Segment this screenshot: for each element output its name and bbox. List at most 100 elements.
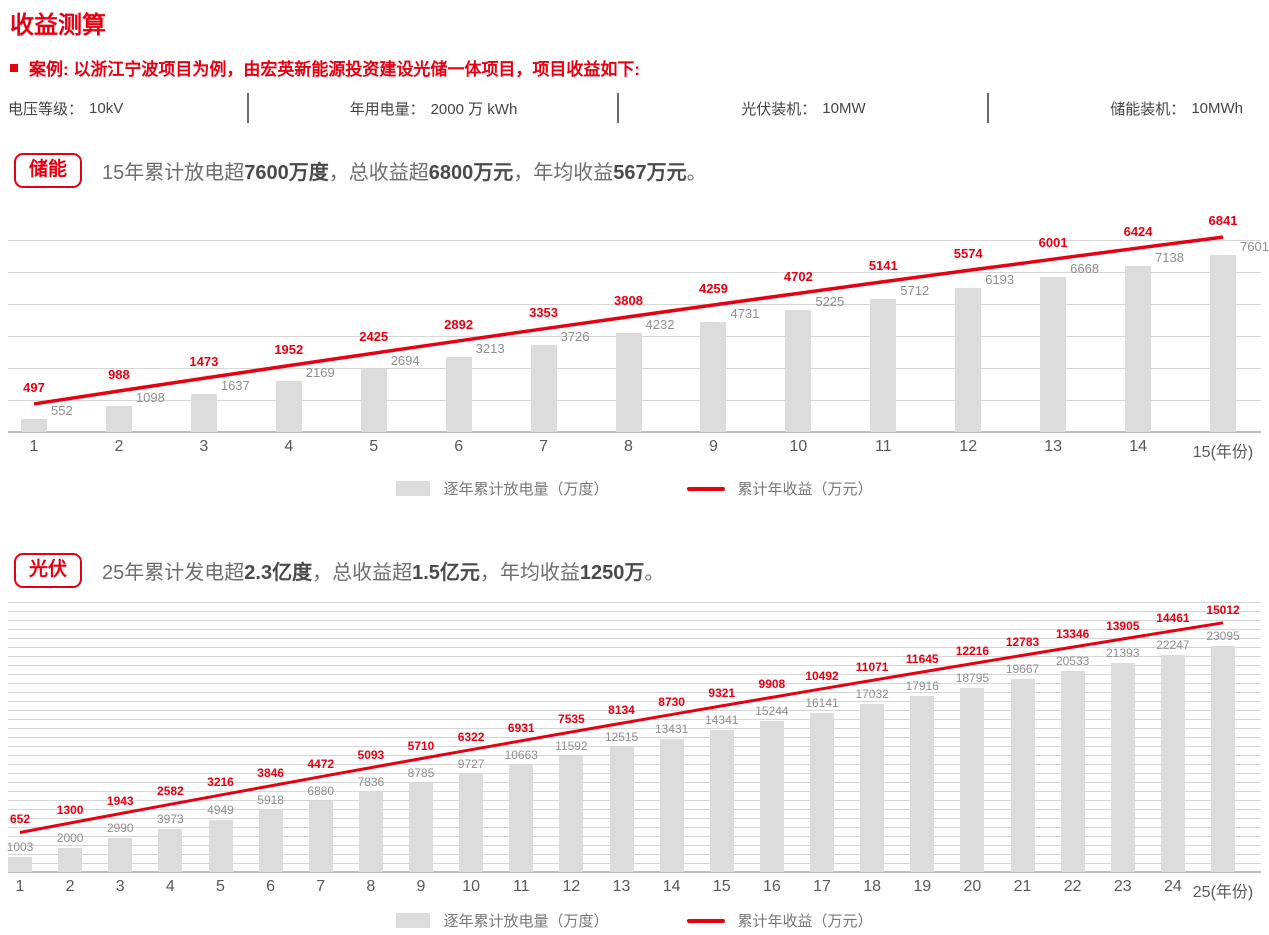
info-pv-capacity: 光伏装机： 10MW — [619, 98, 987, 119]
x-axis-tick-label: 14 — [1129, 438, 1147, 455]
line-value-label: 3846 — [257, 765, 284, 780]
summary-segment: 1.5亿元 — [412, 561, 480, 584]
x-axis-tick-label: 2 — [114, 438, 124, 455]
bar-value-label: 7138 — [1155, 249, 1184, 265]
x-axis-line — [8, 871, 1261, 873]
line-value-label: 5093 — [357, 747, 385, 762]
pv-summary: 25年累计发电超2.3亿度，总收益超1.5亿元，年均收益1250万。 — [102, 556, 664, 585]
bar — [709, 730, 734, 872]
line-value-label: 11645 — [905, 651, 939, 666]
bar-value-label: 20533 — [1055, 653, 1090, 668]
bar-value-label: 4949 — [207, 802, 234, 817]
bar — [1211, 646, 1235, 872]
bar-value-label: 12515 — [604, 730, 639, 745]
x-axis-tick-label: 5 — [216, 878, 225, 895]
line-value-label: 13905 — [1106, 618, 1140, 633]
x-axis-tick-label: 25(年份) — [1192, 884, 1254, 901]
line-value-label: 1952 — [274, 341, 304, 357]
info-consumption-value: 2000 万 kWh — [430, 100, 518, 118]
pv-chart-legend: 逐年累计放电量（万度） 累计年收益（万元） — [0, 910, 1269, 931]
line-value-label: 13346 — [1055, 627, 1090, 642]
pv-chart: 1003 1 2000 2 2990 3 3973 4 4949 5 5918 6 6880 7 7836 8… — [6, 598, 1261, 901]
bar — [700, 321, 727, 432]
gridline — [8, 854, 1261, 855]
legend-item-discharge: 逐年累计放电量（万度） — [396, 910, 609, 931]
bar-value-label: 2694 — [390, 353, 420, 369]
bar-value-label: 6880 — [307, 784, 335, 799]
gridline — [8, 602, 1261, 603]
bar-value-label: 2990 — [106, 821, 134, 836]
x-axis-tick-label: 10 — [462, 878, 481, 895]
summary-segment: 。 — [686, 161, 707, 184]
storage-section-header: 储能 15年累计放电超7600万度，总收益超6800万元，年均收益567万元。 — [14, 153, 707, 188]
bar-value-label: 16141 — [805, 695, 839, 710]
summary-segment: ，年均收益 — [479, 561, 580, 584]
x-axis-tick-label: 2 — [65, 878, 75, 895]
bar — [860, 704, 885, 872]
bar-value-label: 1098 — [135, 390, 165, 406]
bar — [559, 756, 584, 872]
gridline — [8, 836, 1261, 837]
bar — [108, 838, 133, 872]
bar-value-label: 8785 — [407, 766, 435, 781]
bar-value-label: 7836 — [357, 775, 385, 790]
bar — [955, 287, 982, 432]
summary-segment: 7600万度 — [244, 161, 329, 184]
x-axis-tick-label: 13 — [1044, 438, 1063, 455]
bar-value-label: 552 — [51, 403, 73, 419]
line-value-label: 15012 — [1206, 602, 1240, 617]
bar-value-label: 3973 — [157, 812, 184, 827]
bar-value-label: 5712 — [900, 282, 930, 298]
line-value-label: 6841 — [1208, 213, 1238, 229]
bar-value-label: 11592 — [555, 739, 588, 754]
x-axis-tick-label: 8 — [366, 878, 376, 895]
bar — [190, 393, 217, 432]
storage-chart: 552 1 1098 2 1637 3 2169 4 2694 5 3213 6 3726 7 4232 8 4… — [8, 213, 1269, 461]
bar-value-label: 4731 — [730, 305, 760, 321]
line-value-label: 14461 — [1156, 610, 1190, 625]
summary-segment: 2.3亿度 — [244, 561, 313, 584]
bar — [21, 419, 47, 432]
bar-value-label: 3213 — [475, 341, 505, 357]
x-axis-tick-label: 4 — [284, 438, 294, 455]
bar-value-label: 5225 — [815, 294, 845, 310]
line-value-label: 9908 — [758, 677, 786, 692]
legend-label: 逐年累计放电量（万度） — [443, 481, 609, 498]
bar — [810, 712, 834, 872]
line-value-label: 11071 — [855, 660, 889, 675]
x-axis-tick-label: 13 — [612, 878, 631, 895]
bar — [1125, 265, 1152, 432]
bar-value-label: 19667 — [1005, 662, 1040, 677]
project-info-bar: 电压等级： 10kV 年用电量： 2000 万 kWh 光伏装机： 10MW 储… — [0, 90, 1269, 126]
x-axis-tick-label: 9 — [416, 878, 426, 895]
x-axis-tick-label: 11 — [512, 878, 530, 895]
x-axis-tick-label: 22 — [1063, 878, 1082, 895]
bar-swatch-icon — [396, 481, 431, 496]
x-axis-tick-label: 18 — [863, 878, 882, 895]
storage-summary: 15年累计放电超7600万度，总收益超6800万元，年均收益567万元。 — [102, 156, 707, 185]
x-axis-tick-label: 10 — [789, 438, 808, 455]
bar — [785, 310, 812, 432]
x-axis-tick-label: 9 — [708, 438, 718, 455]
bar-value-label: 22247 — [1156, 637, 1190, 652]
bar-value-label: 4232 — [645, 317, 675, 333]
legend-label: 逐年累计放电量（万度） — [443, 913, 609, 930]
x-axis-tick-label: 3 — [199, 438, 209, 455]
bar-value-label: 21393 — [1106, 645, 1140, 660]
bar — [8, 857, 32, 872]
bar-value-label: 5918 — [257, 793, 284, 808]
x-axis-tick-label: 6 — [454, 438, 464, 455]
legend-item-revenue: 累计年收益（万元） — [686, 478, 873, 499]
gridline — [8, 240, 1261, 241]
info-voltage-label: 电压等级： — [8, 100, 84, 118]
bar-value-label: 1003 — [6, 840, 34, 855]
line-value-label: 1473 — [189, 354, 219, 370]
x-axis-tick-label: 11 — [874, 438, 892, 455]
line-value-label: 5141 — [868, 257, 898, 273]
summary-segment: ，年均收益 — [513, 161, 614, 184]
bar — [910, 695, 935, 872]
info-voltage-level: 电压等级： 10kV — [0, 98, 247, 119]
bar — [870, 298, 897, 432]
bar-value-label: 6193 — [985, 271, 1015, 287]
